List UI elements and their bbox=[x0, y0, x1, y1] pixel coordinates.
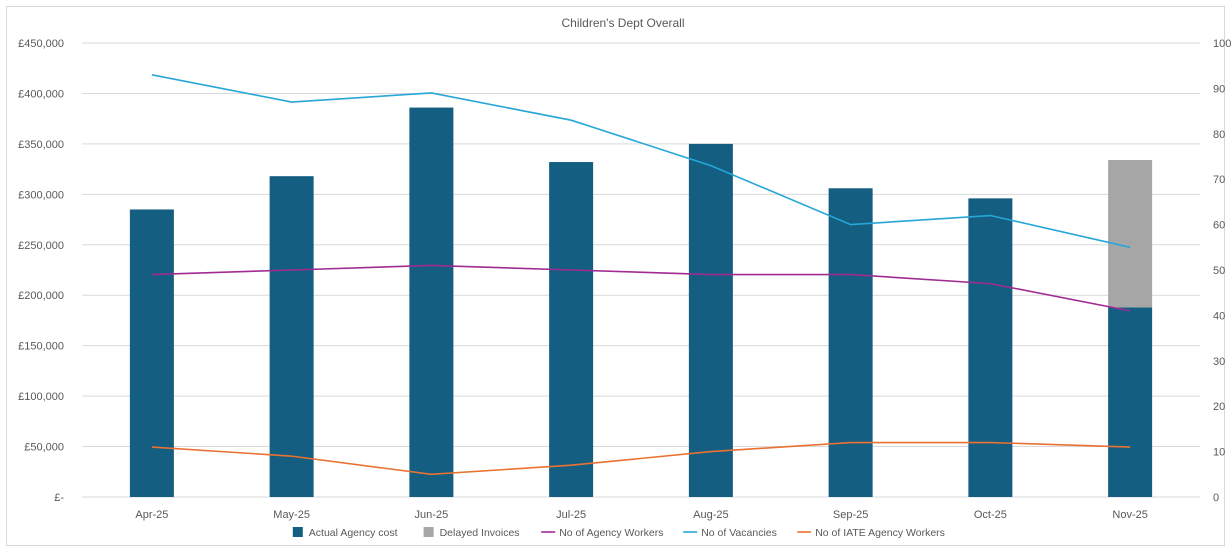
line-series bbox=[151, 73, 1131, 476]
line-no-of-vacancies bbox=[151, 73, 1131, 249]
left-axis-tick-label: £400,000 bbox=[18, 88, 64, 100]
x-axis-tick-label: May-25 bbox=[273, 509, 310, 521]
x-axis-tick-label: Jul-25 bbox=[556, 509, 586, 521]
x-axis-tick-label: Nov-25 bbox=[1112, 509, 1147, 521]
right-axis-tick-label: 60 bbox=[1213, 220, 1225, 232]
line-no-of-iate-agency-workers bbox=[151, 441, 1131, 476]
left-axis-tick-label: £350,000 bbox=[18, 139, 64, 151]
left-axis-tick-label: £250,000 bbox=[18, 240, 64, 252]
legend: Actual Agency cost Delayed Invoices No of … bbox=[292, 527, 945, 539]
bar-delayed-invoices-nov-25 bbox=[1108, 160, 1153, 308]
gridlines bbox=[82, 42, 1200, 498]
bar-actual-agency-cost-apr-25 bbox=[129, 209, 174, 497]
left-axis-ticks: £- £50,000 £100,000 £150,000 £200,000 £250,00… bbox=[18, 38, 64, 504]
chart-title: Children's Dept Overall bbox=[561, 16, 684, 30]
left-axis-tick-label: £200,000 bbox=[18, 290, 64, 302]
left-axis-tick-label: £300,000 bbox=[18, 189, 64, 201]
right-axis-tick-label: 10 bbox=[1213, 447, 1225, 459]
legend-label: No of Agency Workers bbox=[559, 527, 663, 539]
right-axis-tick-label: 30 bbox=[1213, 356, 1225, 368]
x-axis-tick-label: Apr-25 bbox=[135, 509, 168, 521]
bar-actual-agency-cost-may-25 bbox=[269, 176, 314, 497]
bar-series bbox=[129, 107, 1153, 498]
x-axis-tick-label: Sep-25 bbox=[833, 509, 868, 521]
legend-item: No of IATE Agency Workers bbox=[797, 527, 945, 539]
right-axis-tick-label: 100 bbox=[1213, 38, 1231, 50]
right-axis-tick-label: 80 bbox=[1213, 129, 1225, 141]
bar-actual-agency-cost-sep-25 bbox=[828, 188, 873, 497]
legend-swatch bbox=[292, 527, 303, 537]
bar-actual-agency-cost-nov-25 bbox=[1108, 307, 1153, 497]
legend-label: No of IATE Agency Workers bbox=[815, 527, 945, 539]
legend-item: Delayed Invoices bbox=[423, 527, 520, 539]
legend-label: No of Vacancies bbox=[701, 527, 777, 539]
x-axis-tick-label: Oct-25 bbox=[974, 509, 1007, 521]
left-axis-tick-label: £100,000 bbox=[18, 391, 64, 403]
right-axis-ticks: 0 10 20 30 40 50 60 70 80 90 100 bbox=[1213, 38, 1231, 504]
line-no-of-agency-workers bbox=[151, 264, 1131, 312]
bar-actual-agency-cost-jun-25 bbox=[409, 107, 454, 498]
right-axis-tick-label: 90 bbox=[1213, 83, 1225, 95]
x-axis-tick-label: Jun-25 bbox=[415, 509, 449, 521]
legend-item: No of Vacancies bbox=[683, 527, 777, 539]
right-axis-tick-label: 70 bbox=[1213, 174, 1225, 186]
legend-label: Delayed Invoices bbox=[440, 527, 520, 539]
left-axis-tick-label: £50,000 bbox=[24, 442, 64, 454]
bar-actual-agency-cost-oct-25 bbox=[968, 198, 1013, 497]
left-axis-tick-label: £150,000 bbox=[18, 341, 64, 353]
right-axis-tick-label: 40 bbox=[1213, 310, 1225, 322]
legend-swatch bbox=[423, 527, 434, 537]
bar-actual-agency-cost-aug-25 bbox=[688, 143, 733, 497]
right-axis-tick-label: 0 bbox=[1213, 492, 1219, 504]
left-axis-tick-label: £- bbox=[54, 492, 64, 504]
left-axis-tick-label: £450,000 bbox=[18, 38, 64, 50]
right-axis-tick-label: 20 bbox=[1213, 401, 1225, 413]
legend-item: Actual Agency cost bbox=[292, 527, 398, 539]
legend-item: No of Agency Workers bbox=[541, 527, 663, 539]
bar-actual-agency-cost-jul-25 bbox=[549, 162, 594, 497]
x-axis-ticks: Apr-25 May-25 Jun-25 Jul-25 Aug-25 Sep-25 Oct-… bbox=[135, 509, 1148, 521]
right-axis-tick-label: 50 bbox=[1213, 265, 1225, 277]
legend-label: Actual Agency cost bbox=[309, 527, 398, 539]
x-axis-tick-label: Aug-25 bbox=[693, 509, 728, 521]
